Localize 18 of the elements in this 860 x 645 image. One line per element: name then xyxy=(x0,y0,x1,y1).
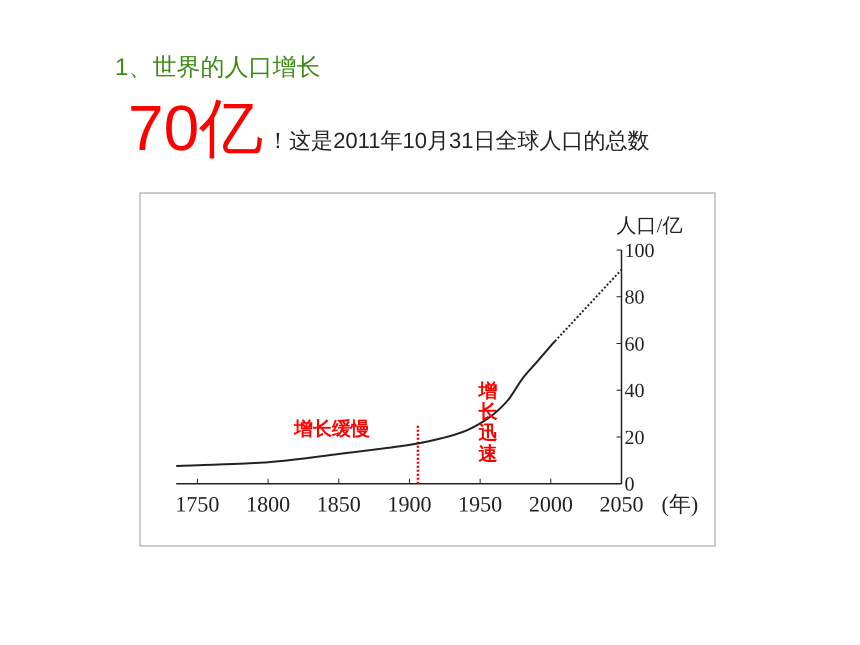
x-tick-label: 1900 xyxy=(387,492,432,517)
text: ！这是2011年10月31日全球人口的总数 xyxy=(267,128,650,153)
y-axis-title: 人口/亿 xyxy=(616,215,682,237)
y-tick-label: 80 xyxy=(624,286,644,309)
y-tick-label: 100 xyxy=(624,240,654,262)
x-tick-label: 1950 xyxy=(458,492,502,517)
x-tick-label: 1750 xyxy=(175,492,220,517)
annotation: 增长缓慢 xyxy=(293,418,370,440)
x-axis-title: (年) xyxy=(662,492,698,517)
x-tick-label: 1850 xyxy=(316,492,361,517)
chart-subtitle: 70亿 xyxy=(128,92,264,164)
y-tick-label: 20 xyxy=(624,426,644,449)
chart-title: 1、世界的人口增长 xyxy=(115,54,320,81)
x-tick-label: 1800 xyxy=(246,492,290,517)
y-tick-label: 40 xyxy=(624,380,644,402)
y-tick-label: 60 xyxy=(624,333,644,356)
annotation: 增长迅速 xyxy=(478,381,498,465)
x-tick-label: 2000 xyxy=(528,492,573,517)
